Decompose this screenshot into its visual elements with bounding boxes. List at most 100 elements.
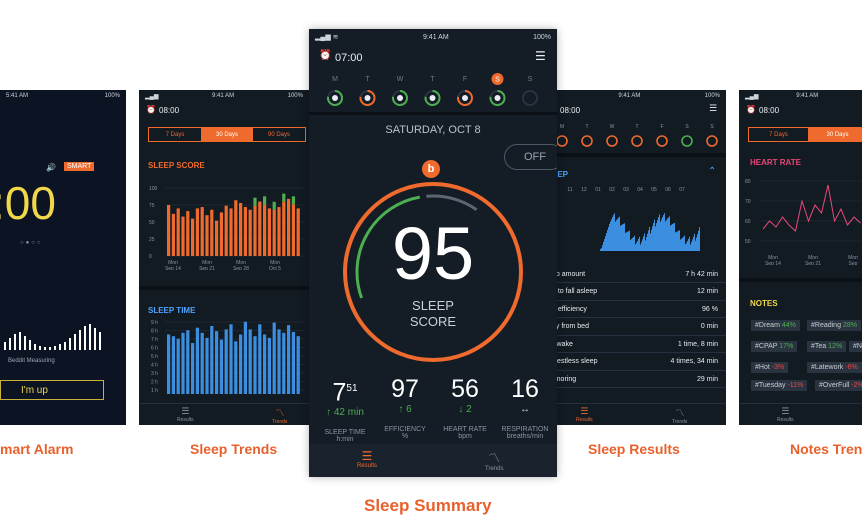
result-row[interactable]: e to fall asleep 12 min: [548, 284, 726, 301]
day-ring[interactable]: [606, 135, 618, 147]
list-icon: ☰: [781, 406, 790, 416]
tab-90-days[interactable]: 90 Days: [267, 131, 290, 138]
day-ring[interactable]: [424, 90, 441, 106]
tag-name: #Hot: [755, 364, 772, 371]
wave-bar: [4, 342, 6, 350]
tab-7-days[interactable]: 7 Days: [769, 131, 788, 138]
tab-30-days[interactable]: 30 Days: [808, 128, 862, 141]
time-bar: [234, 341, 238, 394]
im-up-button[interactable]: I'm up: [0, 380, 104, 400]
day-dot: [462, 95, 468, 101]
score-bar-green: [253, 197, 257, 206]
day-ring[interactable]: [359, 90, 376, 106]
note-tag[interactable]: #CPAP 17%: [751, 341, 798, 352]
tag-name: #OverFull: [819, 382, 852, 389]
alarm-off-toggle[interactable]: OFF: [504, 144, 557, 170]
score-ring-gray: [426, 194, 478, 211]
note-tag[interactable]: #Dream 44%: [751, 320, 800, 331]
hyp-bar: [656, 223, 657, 251]
x-tick: Sep: [849, 261, 858, 265]
hyp-bar: [611, 219, 612, 251]
hyp-bar: [616, 220, 617, 251]
score-bar: [229, 208, 233, 256]
hyp-bar: [669, 216, 670, 251]
day-ring[interactable]: [581, 135, 593, 147]
day-ring[interactable]: [327, 90, 343, 106]
result-label: Restless sleep: [552, 358, 598, 365]
note-tag[interactable]: #OverFull -2%: [815, 380, 862, 391]
hyp-bar: [623, 223, 624, 251]
hyp-bar: [690, 244, 691, 251]
score-bar: [195, 208, 199, 256]
sleep-score-value: 95: [391, 212, 475, 295]
hyp-bar: [615, 221, 616, 251]
stat-unit: breaths/min: [506, 433, 544, 440]
nav-results[interactable]: ☰ Results: [177, 406, 194, 423]
note-tag[interactable]: #Latework -6%: [807, 362, 862, 373]
note-tag[interactable]: #Reading 28%: [807, 320, 861, 331]
note-tag[interactable]: #Tuesday -11%: [751, 380, 808, 391]
result-row[interactable]: Restless sleep 4 times, 34 min: [548, 354, 726, 371]
day-dot: [494, 95, 501, 101]
time-bar: [195, 327, 199, 394]
score-bar: [239, 202, 243, 256]
day-ring[interactable]: [556, 135, 568, 147]
hyp-bar: [610, 221, 611, 251]
note-tag[interactable]: #N: [849, 341, 862, 352]
result-row[interactable]: p efficiency 96 %: [548, 301, 726, 318]
score-bar-green: [282, 193, 286, 202]
nav-trends[interactable]: 〽 Trends: [672, 408, 688, 425]
hyp-bar: [648, 230, 649, 251]
nav-trends[interactable]: 〽 Trends: [485, 451, 504, 472]
nav-results[interactable]: ☰ Results: [357, 449, 378, 469]
menu-icon[interactable]: ☰: [535, 49, 546, 63]
day-ring[interactable]: [631, 135, 643, 147]
tag-pct: 12%: [828, 343, 843, 350]
collapse-icon[interactable]: ⌃: [708, 166, 717, 177]
note-tag[interactable]: #Tea 12%: [807, 341, 847, 352]
hyp-bar: [647, 233, 648, 251]
stat-unit: h:min: [336, 436, 354, 444]
sleep-time-chart: 9 h 8 h 7 h 6 h 5 h 4 h 3 h 2 h 1 h: [151, 320, 304, 394]
list-icon: ☰: [580, 406, 589, 416]
x-tick: Sep 14: [165, 266, 181, 270]
result-row[interactable]: Awake 1 time, 8 min: [548, 336, 726, 353]
day-ring[interactable]: [656, 135, 668, 147]
tab-7-days[interactable]: 7 Days: [165, 131, 185, 138]
wave-bar: [49, 347, 51, 350]
result-label: ay from bed: [552, 323, 589, 330]
hour-label: 01: [595, 187, 601, 193]
y-tick: 25: [149, 237, 155, 243]
menu-icon[interactable]: ☰: [709, 103, 718, 113]
alarm-icon: ⏰: [319, 50, 332, 61]
score-bar: [224, 205, 228, 256]
tag-pct: -2%: [851, 382, 862, 389]
result-row[interactable]: ay from bed 0 min: [548, 319, 726, 336]
day-label: F: [660, 124, 663, 130]
nav-trends[interactable]: 〽 Trends: [272, 408, 288, 425]
stat-delta: ↔: [520, 404, 530, 415]
result-row[interactable]: Snoring 29 min: [548, 371, 726, 388]
wave-bar: [34, 344, 36, 350]
time-bar: [258, 324, 262, 394]
x-tick: Mon: [236, 260, 246, 266]
hyp-bar: [601, 248, 602, 251]
day-ring[interactable]: [681, 135, 693, 147]
hyp-bar: [682, 237, 683, 251]
tab-30-days[interactable]: 30 Days: [201, 128, 253, 141]
note-tag[interactable]: #Hot -3%: [751, 362, 789, 373]
result-row[interactable]: ep amount 7 h 42 min: [548, 266, 726, 283]
time-bar: [267, 337, 271, 394]
day-ring[interactable]: [457, 90, 473, 106]
day-ring[interactable]: [489, 90, 506, 106]
nav-results[interactable]: ☰ Results: [777, 406, 794, 423]
nav-results[interactable]: ☰ Results: [576, 406, 593, 423]
day-ring[interactable]: [392, 90, 408, 106]
hyp-bar: [609, 224, 610, 251]
wave-bar: [94, 328, 96, 350]
time-bar: [263, 334, 267, 394]
score-bar: [200, 207, 204, 256]
day-ring[interactable]: [706, 135, 718, 147]
